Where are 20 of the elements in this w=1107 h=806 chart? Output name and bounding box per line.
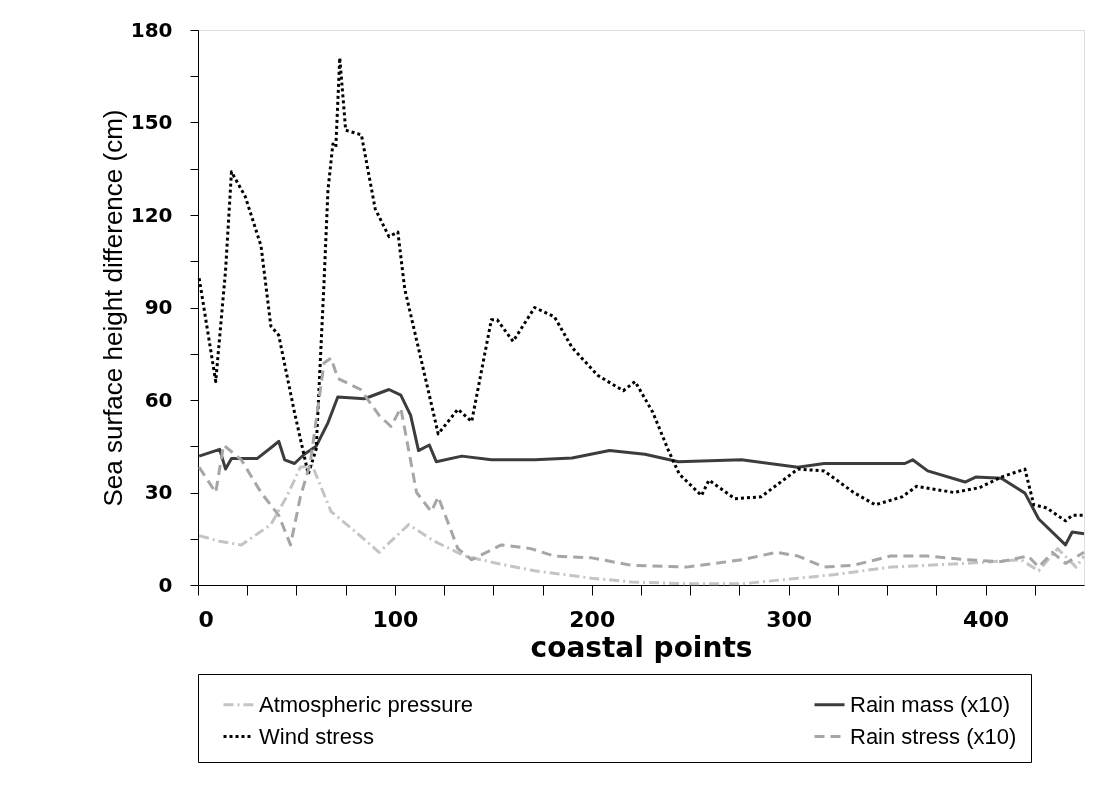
x-tick-label: 200	[569, 606, 616, 632]
x-axis-title: coastal points	[530, 630, 753, 664]
x-tick-label: 300	[766, 606, 813, 632]
x-tick-label: 0	[198, 606, 214, 632]
line-series	[197, 388, 1086, 547]
y-tick-label: 30	[144, 480, 173, 504]
x-tick-label: 100	[372, 606, 419, 632]
y-tick-label: 60	[144, 387, 173, 412]
legend-label: Atmospheric pressure	[259, 691, 473, 717]
legend-label: Rain stress (x10)	[850, 723, 1017, 749]
y-tick-label: 150	[130, 110, 173, 134]
legend-label: Wind stress	[259, 723, 374, 749]
y-axis-title: Sea surface height difference (cm)	[97, 109, 128, 507]
y-tick-label: 120	[130, 202, 173, 227]
y-tick-label: 0	[158, 572, 173, 597]
legend-label: Rain mass (x10)	[850, 691, 1011, 717]
y-tick-label: 90	[144, 295, 173, 319]
line-series	[197, 356, 1086, 569]
x-tick-label: 400	[963, 606, 1010, 632]
y-tick-label: 180	[130, 17, 173, 42]
